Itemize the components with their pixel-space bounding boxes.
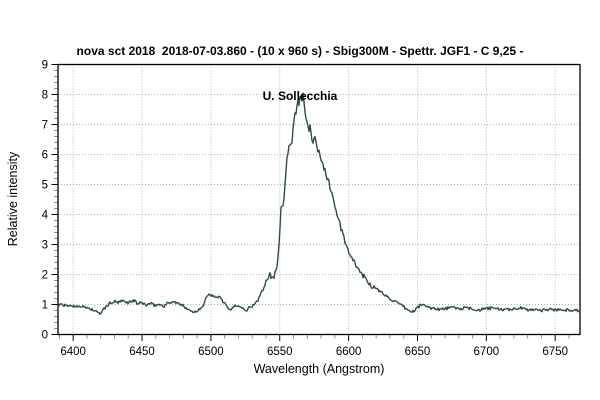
y-tick-label: 0 (42, 330, 48, 342)
chart-title-line2: U. Sollecchia (262, 89, 338, 103)
x-tick-label: 6600 (336, 346, 362, 358)
x-axis-title: Wavelength (Angstrom) (253, 362, 385, 376)
x-tick-label: 6450 (129, 346, 155, 358)
y-tick-label: 1 (42, 300, 48, 312)
y-tick-label: 6 (42, 150, 48, 162)
x-tick-label: 6700 (474, 346, 500, 358)
x-tick-label: 6500 (198, 346, 224, 358)
chart-title: nova sct 2018 2018-07-03.860 - (10 x 960… (0, 14, 600, 134)
y-axis-title: Relative intensity (6, 151, 20, 247)
spectrum-line (57, 92, 581, 315)
x-tick-label: 6400 (60, 346, 86, 358)
y-tick-label: 9 (42, 60, 48, 72)
y-tick-label: 5 (42, 180, 48, 192)
y-tick-label: 8 (42, 90, 48, 102)
y-tick-label: 2 (42, 270, 48, 282)
chart-title-line1: nova sct 2018 2018-07-03.860 - (10 x 960… (76, 44, 524, 58)
y-tick-label: 3 (42, 240, 48, 252)
plot-frame (57, 63, 581, 336)
y-tick-label: 4 (42, 210, 49, 222)
x-tick-label: 6550 (267, 346, 293, 358)
x-tick-label: 6750 (542, 346, 568, 358)
y-tick-label: 7 (42, 120, 48, 132)
x-tick-label: 6650 (405, 346, 431, 358)
